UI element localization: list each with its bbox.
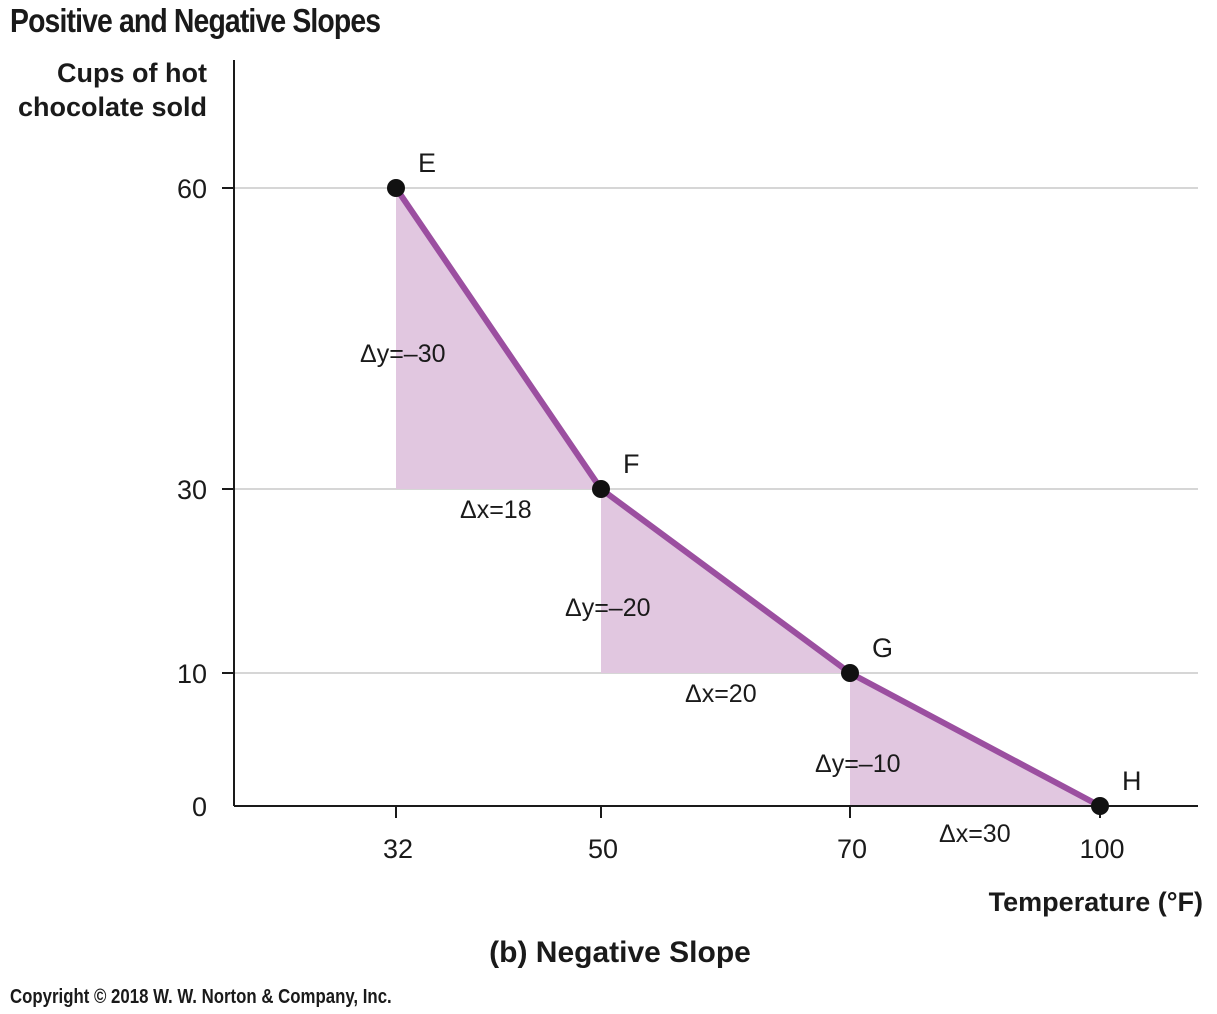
copyright-notice: Copyright © 2018 W. W. Norton & Company,…: [10, 986, 392, 1008]
point-label-F: F: [623, 449, 640, 479]
y-tick-label-0: 0: [192, 792, 207, 822]
point-label-E: E: [418, 148, 436, 178]
data-point-E: [387, 179, 405, 197]
y-tick-label-10: 10: [177, 659, 207, 689]
x-tick-label-50: 50: [588, 834, 618, 864]
y-tick-label-30: 30: [177, 475, 207, 505]
y-tick-label-60: 60: [177, 174, 207, 204]
chart-subtitle: (b) Negative Slope: [489, 936, 751, 969]
delta-y-label-1: Δy=–30: [360, 340, 446, 368]
point-label-G: G: [872, 633, 893, 663]
delta-x-label-1: Δx=18: [460, 496, 532, 524]
x-tick-label-32: 32: [383, 834, 413, 864]
delta-y-label-3: Δy=–10: [815, 750, 901, 778]
y-axis-label: Cups of hot chocolate sold: [18, 56, 207, 124]
y-axis-label-line-1: Cups of hot: [57, 58, 207, 88]
page-title: Positive and Negative Slopes: [10, 2, 381, 39]
demand-line: [393, 186, 1102, 809]
delta-x-label-2: Δx=20: [685, 680, 757, 708]
y-axis-label-line-2: chocolate sold: [17, 92, 207, 122]
delta-y-label-2: Δy=–20: [565, 594, 651, 622]
delta-x-label-3: Δx=30: [939, 820, 1011, 848]
x-axis-label: Temperature (°F): [988, 887, 1203, 917]
point-label-H: H: [1122, 766, 1142, 796]
x-tick-label-70: 70: [837, 834, 867, 864]
x-tick-label-100: 100: [1079, 834, 1124, 864]
data-point-G: [841, 664, 859, 682]
data-point-F: [592, 480, 610, 498]
data-point-H: [1091, 797, 1109, 815]
